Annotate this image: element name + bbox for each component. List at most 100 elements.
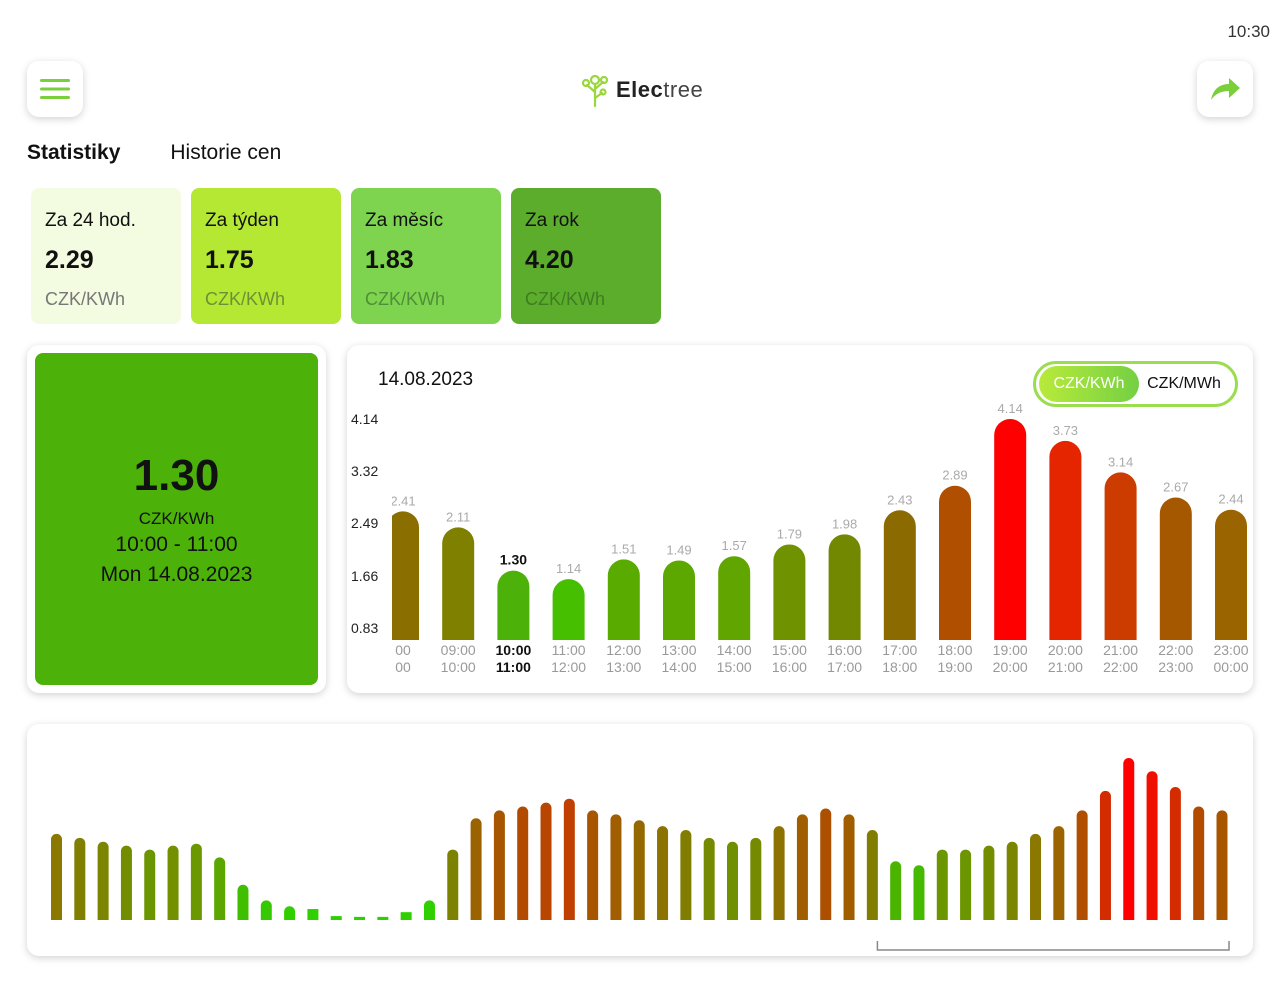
overview-bar[interactable] xyxy=(773,826,785,920)
overview-bar[interactable] xyxy=(1169,786,1181,920)
overview-bar[interactable] xyxy=(610,814,622,920)
x-tick-end: 22:00 xyxy=(1103,659,1138,675)
overview-bar[interactable] xyxy=(680,830,692,920)
hourly-bar[interactable] xyxy=(883,510,916,640)
overview-bar[interactable] xyxy=(936,849,948,920)
card-unit: CZK/KWh xyxy=(365,289,446,309)
overview-bar[interactable] xyxy=(703,837,715,920)
hourly-bar[interactable] xyxy=(607,559,640,640)
overview-bar[interactable] xyxy=(307,909,319,920)
x-tick-start: 14:00 xyxy=(717,642,752,658)
y-tick-label: 3.32 xyxy=(351,463,378,479)
y-tick-label: 4.14 xyxy=(351,411,378,427)
summary-cards: Za 24 hod. 2.29 CZK/KWh Za týden 1.75 CZ… xyxy=(31,188,661,324)
overview-bar[interactable] xyxy=(866,830,878,920)
card-value: 2.29 xyxy=(45,246,94,274)
logo-text: Electree xyxy=(616,77,703,103)
overview-bar[interactable] xyxy=(284,906,296,920)
x-tick-start: 17:00 xyxy=(882,642,917,658)
overview-bar[interactable] xyxy=(913,865,925,920)
overview-bar[interactable] xyxy=(726,841,738,920)
card-title: Za týden xyxy=(205,210,279,231)
overview-bar[interactable] xyxy=(983,845,995,920)
card-year[interactable]: Za rok 4.20 CZK/KWh xyxy=(511,188,661,324)
overview-bar[interactable] xyxy=(330,916,342,920)
overview-bar[interactable] xyxy=(51,833,62,920)
hourly-bar[interactable] xyxy=(387,511,419,640)
overview-bar[interactable] xyxy=(237,884,249,920)
overview-bar[interactable] xyxy=(214,857,226,920)
overview-bar[interactable] xyxy=(750,837,762,920)
overview-bar[interactable] xyxy=(423,900,435,920)
card-week[interactable]: Za týden 1.75 CZK/KWh xyxy=(191,188,341,324)
x-tick-end: 20:00 xyxy=(993,659,1028,675)
hourly-bar[interactable] xyxy=(497,570,530,640)
tab-statistics[interactable]: Statistiky xyxy=(27,141,121,164)
overview-price-chart[interactable] xyxy=(27,724,1253,956)
overview-bar[interactable] xyxy=(563,798,575,920)
overview-bar[interactable] xyxy=(960,849,972,920)
overview-bar[interactable] xyxy=(260,900,272,920)
current-date: Mon 14.08.2023 xyxy=(100,563,253,586)
overview-bar[interactable] xyxy=(377,916,389,920)
overview-bar[interactable] xyxy=(167,845,179,920)
unit-option-mwh[interactable]: CZK/MWh xyxy=(1147,375,1221,392)
hourly-bar[interactable] xyxy=(1215,509,1247,640)
overview-bar[interactable] xyxy=(517,806,529,920)
hourly-bar[interactable] xyxy=(663,560,695,640)
overview-bar[interactable] xyxy=(890,861,902,920)
overview-bar[interactable] xyxy=(470,818,482,920)
overview-bar[interactable] xyxy=(144,849,156,920)
overview-bar[interactable] xyxy=(120,845,132,920)
overview-bar[interactable] xyxy=(354,916,366,920)
card-month[interactable]: Za měsíc 1.83 CZK/KWh xyxy=(351,188,501,324)
hourly-bar[interactable] xyxy=(1049,440,1082,640)
overview-bar[interactable] xyxy=(1123,758,1135,920)
overview-bar[interactable] xyxy=(447,849,459,920)
x-tick-end: 11:00 xyxy=(496,659,531,675)
card-24h[interactable]: Za 24 hod. 2.29 CZK/KWh xyxy=(31,188,181,324)
overview-bar[interactable] xyxy=(1006,841,1018,920)
hourly-bar[interactable] xyxy=(828,534,861,640)
share-button[interactable] xyxy=(1197,61,1253,117)
x-tick-end: 21:00 xyxy=(1048,659,1083,675)
overview-bar[interactable] xyxy=(1099,790,1111,920)
hourly-bar[interactable] xyxy=(773,544,806,640)
hourly-bar[interactable] xyxy=(442,527,475,640)
overview-bar[interactable] xyxy=(796,814,808,920)
hourly-price-chart[interactable]: 4.143.322.491.660.832.4100002.1109:0010:… xyxy=(347,345,1253,693)
x-tick-end: 19:00 xyxy=(937,659,972,675)
hourly-bar[interactable] xyxy=(718,556,751,640)
hourly-bar[interactable] xyxy=(552,579,585,640)
overview-bar[interactable] xyxy=(190,843,202,920)
selection-range-bracket[interactable] xyxy=(876,941,1230,951)
overview-bar[interactable] xyxy=(587,810,599,920)
tab-price-history[interactable]: Historie cen xyxy=(170,141,282,164)
hourly-bar[interactable] xyxy=(939,485,971,640)
menu-button[interactable] xyxy=(27,61,83,117)
overview-bar[interactable] xyxy=(1193,806,1205,920)
app-logo: Electree xyxy=(580,70,703,110)
overview-bar[interactable] xyxy=(97,841,109,920)
overview-bar[interactable] xyxy=(74,837,86,920)
overview-bar[interactable] xyxy=(1076,810,1088,920)
overview-bar[interactable] xyxy=(657,826,669,920)
overview-bar[interactable] xyxy=(843,814,855,920)
overview-bar[interactable] xyxy=(493,810,505,920)
overview-bar[interactable] xyxy=(540,802,552,920)
overview-bar[interactable] xyxy=(820,808,832,920)
bar-value-label: 4.14 xyxy=(998,401,1023,416)
hourly-bar[interactable] xyxy=(1159,497,1192,640)
share-arrow-icon xyxy=(1211,78,1240,100)
overview-bar[interactable] xyxy=(1216,810,1228,920)
bar-value-label: 1.57 xyxy=(722,538,747,553)
hourly-bar[interactable] xyxy=(1104,472,1137,640)
overview-bar[interactable] xyxy=(1146,771,1158,920)
hourly-bar[interactable] xyxy=(994,419,1027,640)
unit-option-kwh[interactable]: CZK/KWh xyxy=(1039,366,1139,402)
overview-bar[interactable] xyxy=(1053,826,1065,920)
overview-bar[interactable] xyxy=(633,820,645,920)
x-tick-start: 16:00 xyxy=(827,642,862,658)
overview-bar[interactable] xyxy=(1030,833,1042,920)
overview-bar[interactable] xyxy=(400,912,412,920)
